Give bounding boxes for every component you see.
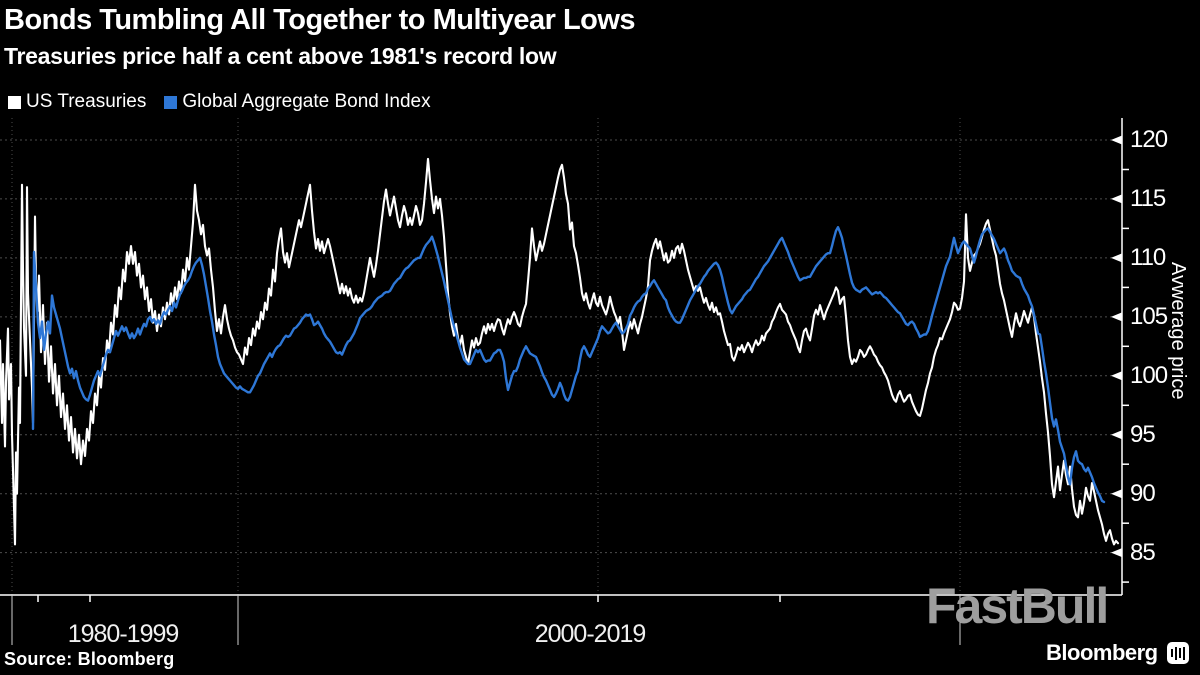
y-major-tick [1111, 194, 1122, 204]
y-major-tick [1111, 548, 1122, 558]
bloomberg-brand: Bloomberg [1046, 640, 1189, 666]
y-major-tick [1111, 371, 1122, 381]
y-tick-label: 95 [1130, 421, 1156, 448]
legend-item-us-treasuries: US Treasuries [8, 91, 146, 113]
y-major-tick [1111, 489, 1122, 499]
legend-label: US Treasuries [26, 91, 147, 112]
page-title: Bonds Tumbling All Together to Multiyear… [4, 4, 636, 36]
y-major-tick [1111, 430, 1122, 440]
x-axis-period-label-1980-1999: 1980-1999 [67, 620, 180, 648]
legend-item-global-aggregate: Global Aggregate Bond Index [164, 91, 431, 113]
legend-label: Global Aggregate Bond Index [182, 91, 431, 112]
y-axis-title: Avwerage price [1167, 262, 1189, 400]
bloomberg-logo-text: Bloomberg [1046, 640, 1158, 665]
y-tick-label: 85 [1130, 539, 1156, 566]
y-tick-label: 90 [1130, 480, 1156, 507]
y-major-tick [1111, 135, 1122, 145]
y-major-tick [1111, 253, 1122, 263]
us-treasuries-swatch-icon [8, 95, 21, 109]
y-tick-label: 120 [1130, 126, 1168, 153]
y-major-tick [1111, 312, 1122, 322]
y-tick-label: 105 [1130, 303, 1168, 330]
bloomberg-logo-icon [1166, 642, 1189, 664]
fastbull-watermark: FastBull [926, 578, 1109, 634]
y-tick-label: 110 [1130, 244, 1166, 271]
x-axis-period-label-2000-2019: 2000-2019 [534, 620, 647, 648]
y-tick-label: 115 [1130, 185, 1166, 212]
legend: US Treasuries Global Aggregate Bond Inde… [8, 91, 449, 113]
global-aggregate-swatch-icon [164, 95, 178, 109]
page-subtitle: Treasuries price half a cent above 1981'… [4, 43, 557, 69]
global-aggregate-line [31, 225, 1106, 504]
source-attribution: Source: Bloomberg [4, 649, 175, 669]
us-treasuries-line [0, 157, 1120, 546]
y-tick-label: 100 [1130, 362, 1168, 389]
